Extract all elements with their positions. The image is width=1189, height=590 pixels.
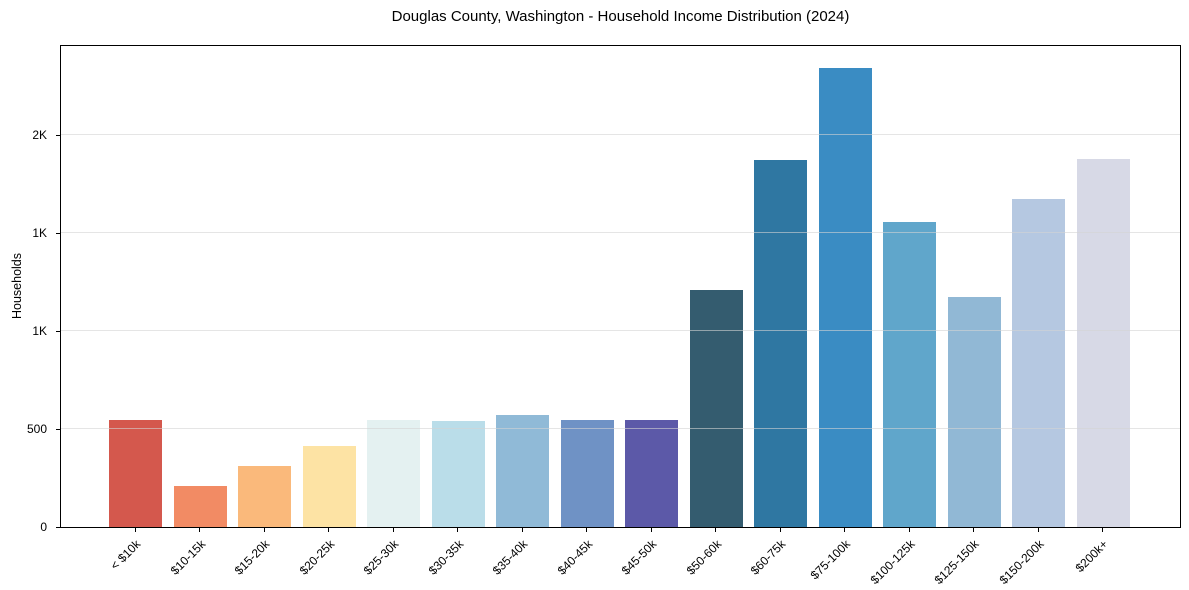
gridline-1500	[61, 232, 1180, 234]
bar-10k	[109, 420, 162, 527]
x-tick-label: $20-25k	[296, 537, 337, 578]
y-tick-label: 0	[40, 520, 47, 534]
x-tick-mark	[715, 528, 716, 532]
x-tick-mark	[973, 528, 974, 532]
bar-100-125k	[883, 222, 936, 527]
x-tick-label: $35-40k	[489, 537, 531, 578]
bar-200k	[1076, 158, 1130, 527]
x-tick-label: $150-200k	[996, 537, 1047, 588]
x-tick-label: $125-150k	[931, 537, 982, 588]
bar-25-30k	[367, 420, 420, 527]
x-tick-mark	[521, 528, 523, 532]
x-tick-mark	[844, 528, 845, 532]
bar-75-100k	[818, 67, 872, 527]
x-tick-mark	[586, 528, 587, 532]
x-tick-mark	[650, 528, 652, 532]
y-tick-label: 2K	[32, 128, 47, 143]
x-tick-label: $75-100k	[807, 537, 853, 583]
x-tick-mark	[199, 528, 200, 532]
x-tick-label: $50-60k	[683, 537, 724, 578]
x-tick-mark	[328, 528, 329, 532]
y-tick-mark	[56, 233, 60, 235]
bar-15-20k	[238, 466, 291, 527]
gridline-1000	[61, 330, 1180, 332]
bar-30-35k	[431, 421, 485, 527]
bar-45-50k	[625, 420, 678, 527]
bar-35-40k	[496, 415, 549, 527]
y-tick-mark	[56, 135, 60, 137]
x-tick-label: $15-20k	[231, 537, 273, 578]
x-tick-mark	[457, 528, 458, 532]
bar-50-60k	[689, 289, 743, 527]
x-tick-label: $100-125k	[867, 537, 918, 588]
x-tick-mark	[1037, 528, 1039, 532]
gridline-2000	[61, 134, 1180, 136]
x-tick-label: $45-50k	[618, 537, 660, 578]
bar-125-150k	[947, 296, 1001, 527]
y-tick-label: 1K	[32, 226, 47, 241]
x-tick-mark	[1102, 528, 1103, 532]
bar-60-75k	[754, 159, 807, 527]
x-tick-label: $40-45k	[554, 537, 595, 578]
x-tick-label: $25-30k	[360, 537, 402, 578]
x-tick-mark	[134, 528, 136, 532]
bar-10-15k	[173, 485, 227, 527]
x-tick-mark	[908, 528, 910, 532]
plot-area	[60, 45, 1181, 528]
x-tick-label: $60-75k	[747, 537, 789, 578]
x-tick-label: $200k+	[1072, 537, 1111, 575]
bar-40-45k	[560, 420, 614, 527]
y-tick-mark	[56, 331, 60, 333]
gridline-500	[61, 428, 1180, 429]
bar-150-200k	[1012, 198, 1065, 527]
x-tick-mark	[779, 528, 781, 532]
x-tick-mark	[392, 528, 394, 532]
x-tick-mark	[263, 528, 265, 532]
y-axis-label: Households	[10, 252, 24, 320]
y-tick-mark	[56, 429, 60, 430]
bar-20-25k	[302, 445, 356, 527]
y-tick-label: 500	[26, 422, 47, 436]
x-tick-label: < $10k	[107, 537, 144, 573]
x-tick-label: $10-15k	[167, 537, 208, 578]
chart-title: Douglas County, Washington - Household I…	[391, 8, 850, 25]
x-tick-label: $30-35k	[425, 537, 466, 578]
y-tick-label: 1K	[32, 324, 47, 339]
y-tick-mark	[56, 527, 60, 528]
